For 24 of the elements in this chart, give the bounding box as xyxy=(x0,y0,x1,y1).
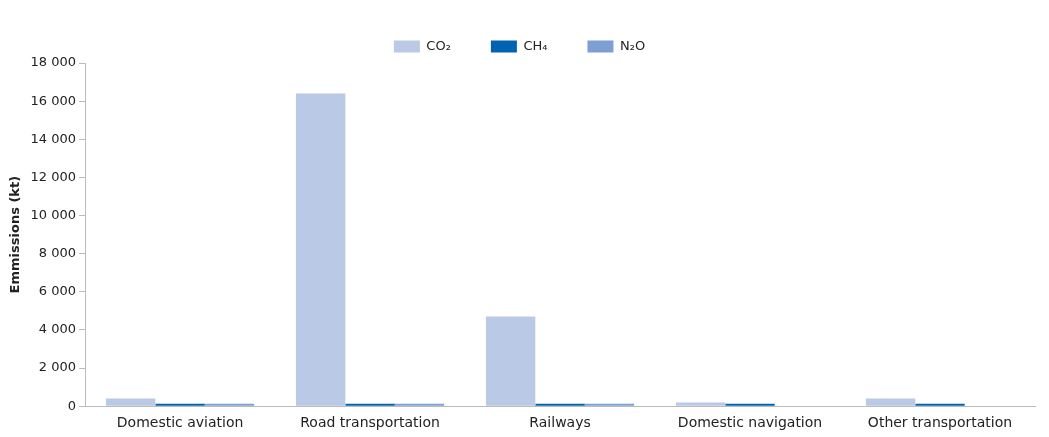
bar xyxy=(485,316,536,406)
bar xyxy=(675,402,726,406)
x-tick-label: Railways xyxy=(529,414,591,431)
y-tick-label: 16 000 xyxy=(30,92,77,108)
y-tick-label: 12 000 xyxy=(30,168,77,184)
y-tick-label: 4 000 xyxy=(38,321,77,337)
y-tick-label: 2 000 xyxy=(38,359,77,375)
x-tick-label: Road transportation xyxy=(300,414,440,431)
x-tick-label: Other transportation xyxy=(867,414,1013,431)
y-tick-label: 6 000 xyxy=(38,283,77,299)
y-tick-label: 10 000 xyxy=(30,206,77,222)
legend-label: CO₂ xyxy=(426,37,451,53)
x-tick-label: Domestic aviation xyxy=(116,414,244,431)
legend-label: N₂O xyxy=(619,37,646,53)
y-axis-title: Emmissions (kt) xyxy=(7,175,23,294)
y-tick-label: 0 xyxy=(67,397,77,413)
x-tick-label: Domestic navigation xyxy=(677,414,823,431)
bar xyxy=(105,398,156,406)
legend-label: CH₄ xyxy=(523,37,548,53)
y-tick-label: 18 000 xyxy=(30,54,77,70)
bar xyxy=(295,93,346,406)
y-tick-label: 8 000 xyxy=(38,245,77,261)
y-tick-label: 14 000 xyxy=(30,130,77,146)
bar xyxy=(865,398,916,406)
